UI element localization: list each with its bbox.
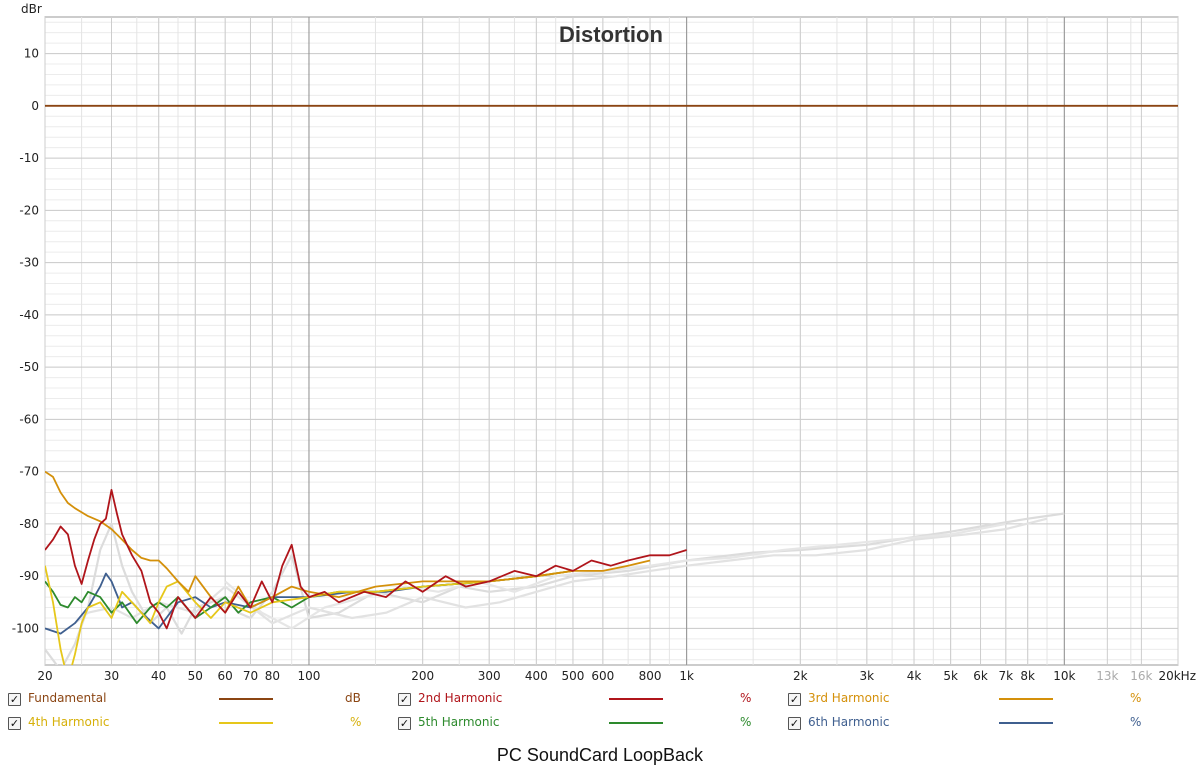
chart-caption: PC SoundCard LoopBack bbox=[496, 745, 704, 765]
checkbox-5th-harmonic[interactable]: ✓ bbox=[398, 717, 411, 730]
legend-row: ✓ Fundamental dB ✓ 2nd Harmonic % ✓ 3rd … bbox=[0, 691, 1200, 711]
x-tick-label: 80 bbox=[265, 669, 280, 683]
x-tick-label: 13k bbox=[1096, 669, 1118, 683]
y-tick-label: -20 bbox=[19, 203, 39, 217]
x-tick-label: 500 bbox=[562, 669, 585, 683]
x-tick-label: 800 bbox=[639, 669, 662, 683]
legend-unit-6th-harmonic: % bbox=[1130, 715, 1142, 729]
legend-label-fundamental: Fundamental bbox=[28, 691, 107, 705]
x-tick-label: 6k bbox=[973, 669, 988, 683]
y-tick-label: -10 bbox=[19, 151, 39, 165]
x-tick-label: 70 bbox=[243, 669, 258, 683]
x-tick-label: 200 bbox=[411, 669, 434, 683]
y-tick-label: -70 bbox=[19, 465, 39, 479]
legend-row: ✓ 4th Harmonic % ✓ 5th Harmonic % ✓ 6th … bbox=[0, 715, 1200, 735]
y-tick-label: 10 bbox=[24, 47, 39, 61]
y-tick-label: -40 bbox=[19, 308, 39, 322]
legend-label-6th-harmonic: 6th Harmonic bbox=[808, 715, 890, 729]
legend-label-5th-harmonic: 5th Harmonic bbox=[418, 715, 500, 729]
x-tick-label: 16k bbox=[1130, 669, 1152, 683]
legend-label-2nd-harmonic: 2nd Harmonic bbox=[418, 691, 503, 705]
x-tick-label: 600 bbox=[591, 669, 614, 683]
x-tick-label: 10k bbox=[1053, 669, 1075, 683]
series-3rd-harmonic bbox=[45, 470, 651, 614]
x-tick-label: 1k bbox=[679, 669, 694, 683]
plot-area bbox=[44, 16, 1179, 666]
legend-swatch-2nd-harmonic bbox=[609, 698, 663, 700]
x-tick-label: 60 bbox=[218, 669, 233, 683]
x-tick-label: 20kHz bbox=[1158, 669, 1196, 683]
x-tick-label: 4k bbox=[907, 669, 922, 683]
chart-title: Distortion bbox=[559, 22, 663, 47]
legend-swatch-fundamental bbox=[219, 698, 273, 700]
checkbox-fundamental[interactable]: ✓ bbox=[8, 693, 21, 706]
x-tick-label: 3k bbox=[860, 669, 875, 683]
x-tick-label: 400 bbox=[525, 669, 548, 683]
legend-unit-4th-harmonic: % bbox=[350, 715, 362, 729]
legend-label-3rd-harmonic: 3rd Harmonic bbox=[808, 691, 890, 705]
y-tick-label: -30 bbox=[19, 256, 39, 270]
legend-label-4th-harmonic: 4th Harmonic bbox=[28, 715, 110, 729]
checkbox-3rd-harmonic[interactable]: ✓ bbox=[788, 693, 801, 706]
checkbox-2nd-harmonic[interactable]: ✓ bbox=[398, 693, 411, 706]
series-unlabeled-trace bbox=[74, 517, 1048, 625]
x-tick-label: 50 bbox=[188, 669, 203, 683]
y-tick-label: -90 bbox=[19, 569, 39, 583]
y-axis-label: dBr bbox=[21, 2, 42, 16]
legend-unit-5th-harmonic: % bbox=[740, 715, 752, 729]
x-tick-label: 20 bbox=[37, 669, 52, 683]
legend-unit-fundamental: dB bbox=[345, 691, 361, 705]
legend-unit-2nd-harmonic: % bbox=[740, 691, 752, 705]
y-tick-label: -80 bbox=[19, 517, 39, 531]
y-tick-label: 0 bbox=[31, 99, 39, 113]
series-unlabeled-trace bbox=[224, 522, 1007, 630]
y-tick-label: -60 bbox=[19, 412, 39, 426]
x-tick-label: 2k bbox=[793, 669, 808, 683]
legend-unit-3rd-harmonic: % bbox=[1130, 691, 1142, 705]
legend-swatch-4th-harmonic bbox=[219, 722, 273, 724]
y-tick-label: -100 bbox=[12, 621, 39, 635]
x-tick-label: 40 bbox=[151, 669, 166, 683]
legend-swatch-3rd-harmonic bbox=[999, 698, 1053, 700]
x-tick-label: 5k bbox=[943, 669, 958, 683]
series-2nd-harmonic bbox=[45, 489, 687, 630]
checkbox-6th-harmonic[interactable]: ✓ bbox=[788, 717, 801, 730]
x-tick-label: 8k bbox=[1020, 669, 1035, 683]
y-tick-label: -50 bbox=[19, 360, 39, 374]
legend-swatch-6th-harmonic bbox=[999, 722, 1053, 724]
x-tick-label: 30 bbox=[104, 669, 119, 683]
x-tick-label: 7k bbox=[999, 669, 1014, 683]
x-tick-label: 100 bbox=[298, 669, 321, 683]
legend-swatch-5th-harmonic bbox=[609, 722, 663, 724]
checkbox-4th-harmonic[interactable]: ✓ bbox=[8, 717, 21, 730]
x-tick-label: 300 bbox=[478, 669, 501, 683]
